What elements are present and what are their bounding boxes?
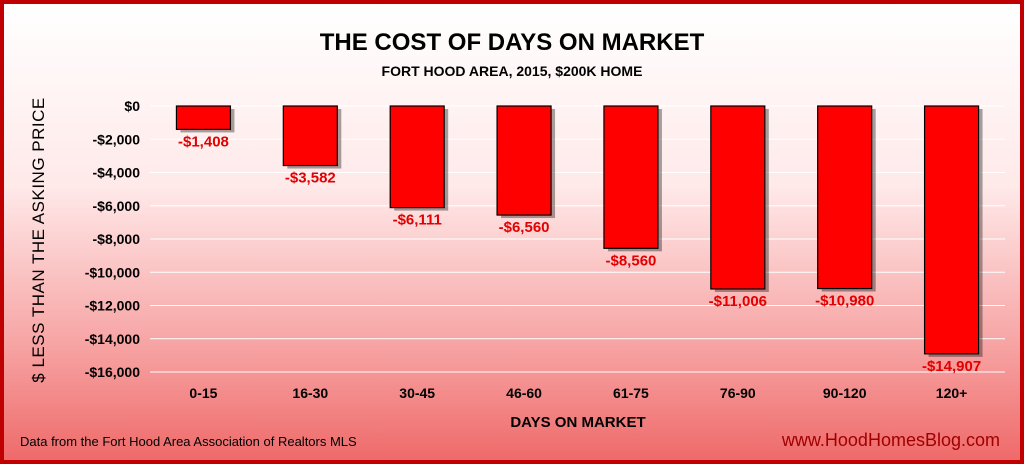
bars [175, 105, 983, 357]
x-axis-label: DAYS ON MARKET [510, 414, 645, 431]
y-tick-label: -$8,000 [93, 231, 141, 247]
x-tick-label: 120+ [936, 385, 968, 401]
bar-16-30 [282, 105, 338, 167]
bar-46-60 [496, 105, 552, 216]
y-tick-label: -$2,000 [93, 131, 141, 147]
y-tick-label: -$14,000 [85, 331, 140, 347]
y-tick-label: $0 [124, 98, 140, 114]
bar-61-75 [603, 105, 659, 249]
chart-title: THE COST OF DAYS ON MARKET [320, 29, 705, 56]
data-label: -$6,560 [499, 219, 550, 236]
x-tick-label: 90-120 [823, 385, 867, 401]
x-tick-label: 0-15 [189, 385, 217, 401]
data-label: -$3,582 [285, 170, 336, 187]
x-tick-label: 61-75 [613, 385, 649, 401]
bar-120+ [923, 105, 980, 355]
data-label: -$6,111 [393, 212, 442, 229]
data-label: -$11,006 [709, 293, 767, 310]
x-tick-label: 46-60 [506, 385, 542, 401]
y-tick-label: -$10,000 [85, 264, 140, 280]
y-axis-label: $ LESS THAN THE ASKING PRICE [29, 97, 48, 382]
y-tick-label: -$6,000 [93, 198, 141, 214]
y-tick-label: -$12,000 [85, 298, 140, 314]
y-tick-label: -$4,000 [93, 165, 141, 181]
y-tick-label: -$16,000 [85, 364, 140, 380]
source-note: Data from the Fort Hood Area Association… [20, 434, 357, 449]
x-tick-label: 16-30 [292, 385, 328, 401]
chart-subtitle: FORT HOOD AREA, 2015, $200K HOME [382, 63, 643, 79]
website-url: www.HoodHomesBlog.com [781, 430, 1000, 450]
data-label: -$8,560 [606, 252, 657, 269]
y-axis-ticks: $0 -$2,000 -$4,000 -$6,000 -$8,000 -$10,000 -$… [85, 98, 140, 380]
bar-30-45 [389, 105, 445, 209]
data-label: -$10,980 [815, 293, 874, 310]
bar-76-90 [710, 105, 766, 290]
data-label: -$1,408 [178, 133, 229, 150]
gridlines [150, 105, 1005, 373]
x-tick-label: 76-90 [720, 385, 756, 401]
x-tick-label: 30-45 [399, 385, 435, 401]
data-labels: -$1,408 -$3,582 -$6,111 -$6,560 -$8,560 -$11,… [178, 133, 981, 374]
bar-90-120 [817, 105, 873, 290]
bar-0-15 [175, 105, 232, 131]
data-label: -$14,907 [922, 358, 981, 375]
x-axis-ticks: 0-15 16-30 30-45 46-60 61-75 76-90 90-120 120+ [189, 385, 967, 401]
